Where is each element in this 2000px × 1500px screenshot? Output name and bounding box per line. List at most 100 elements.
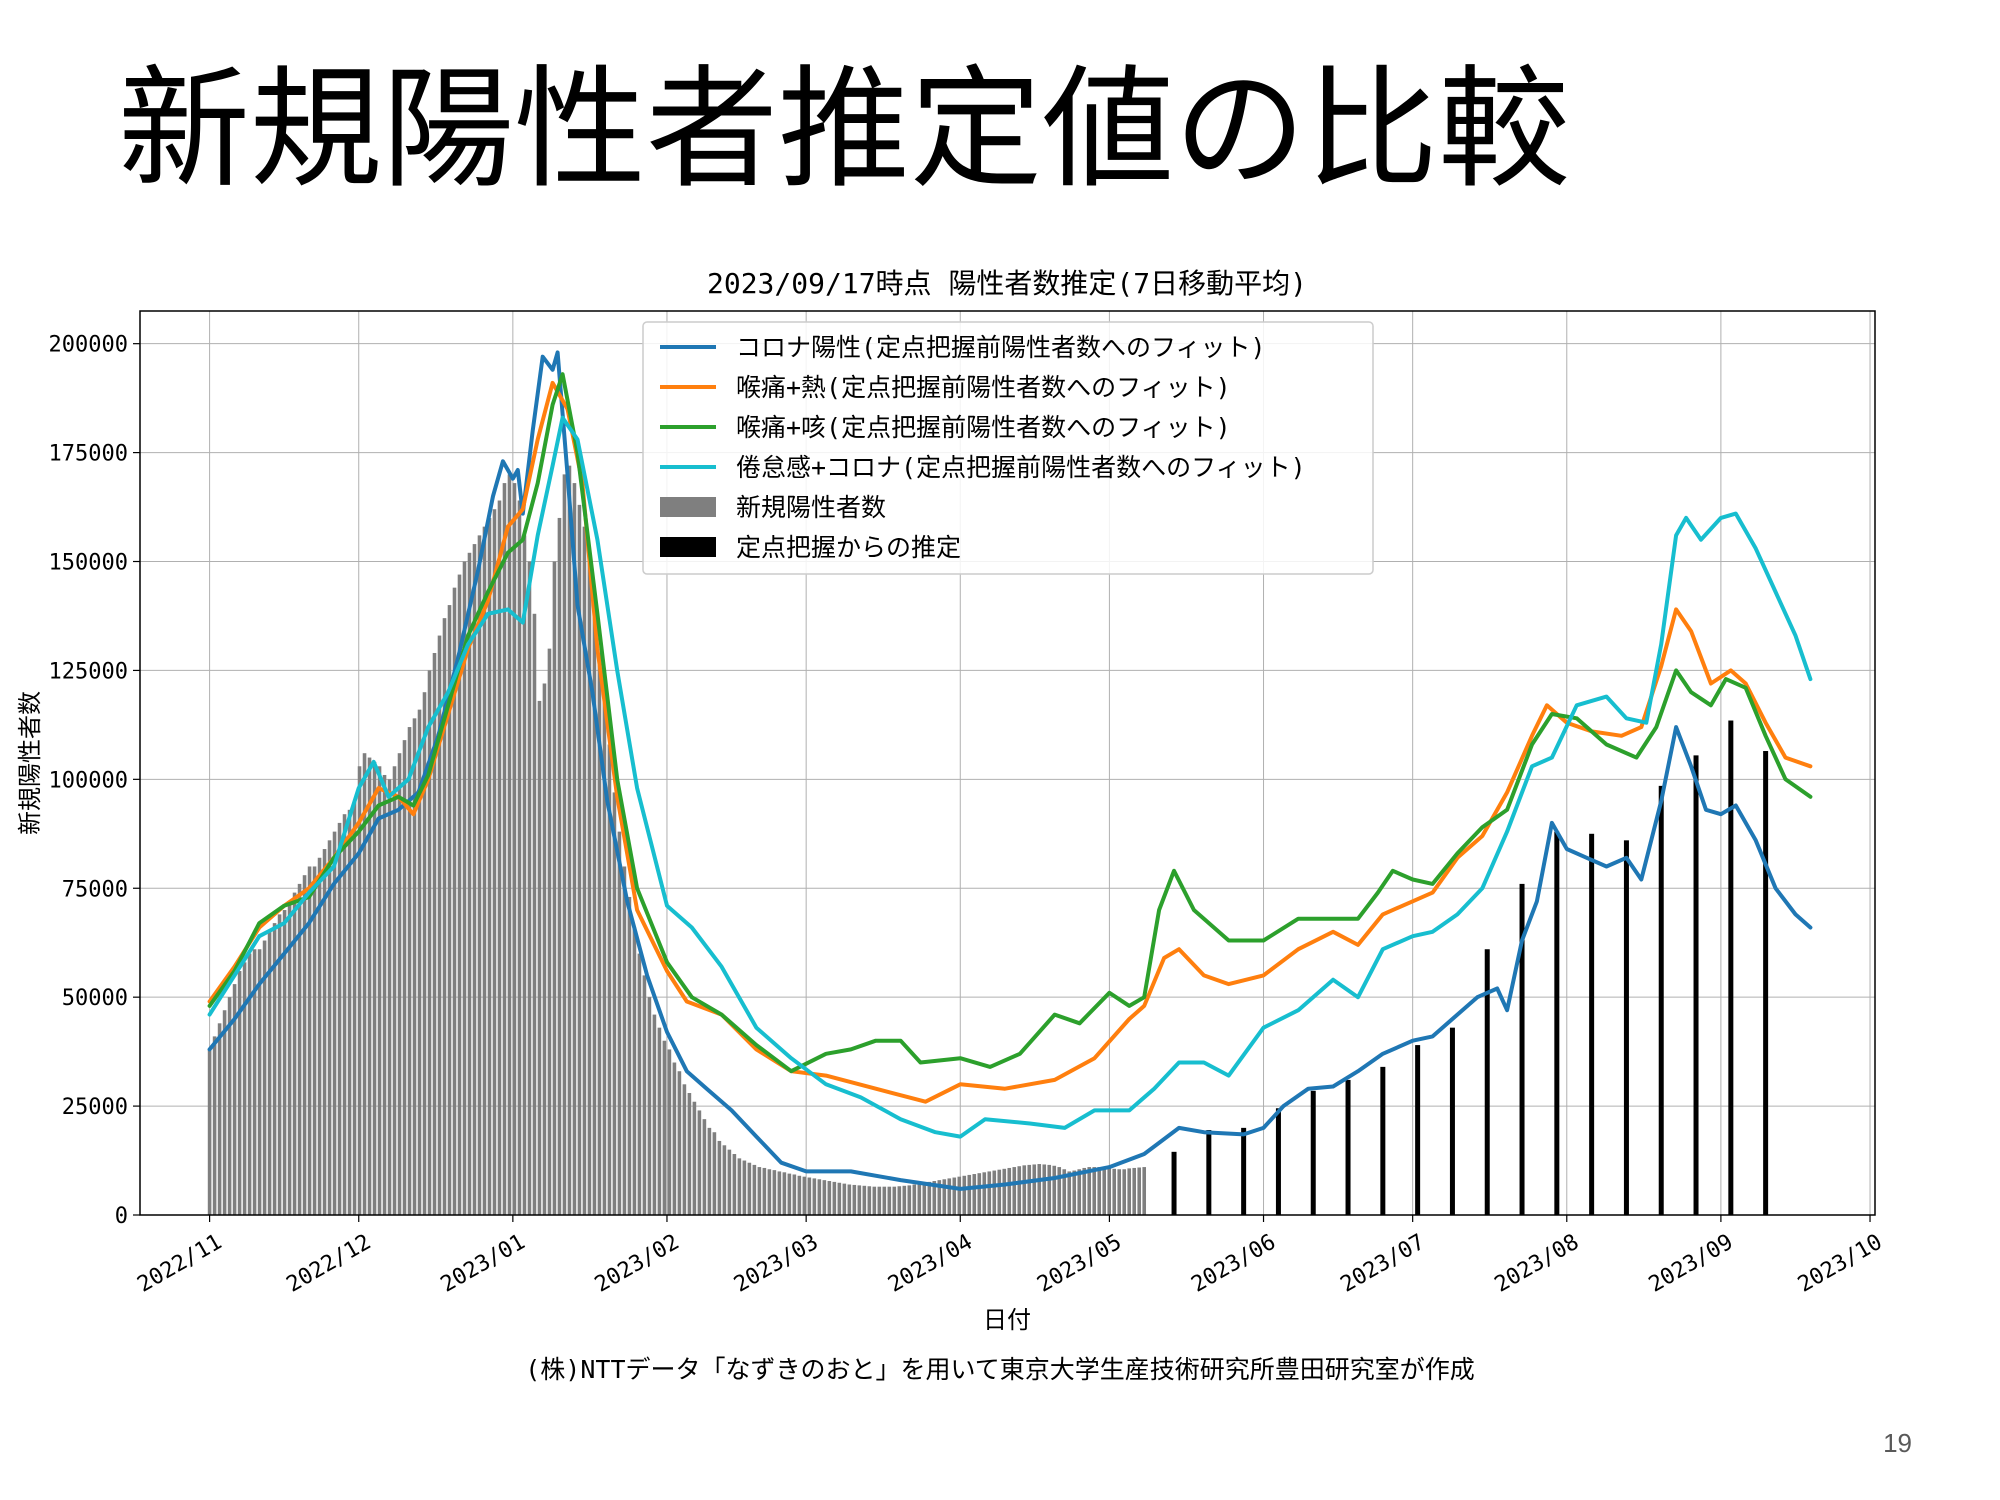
bar-new-positives	[262, 940, 267, 1215]
y-tick-label: 75000	[62, 877, 128, 902]
bar-new-positives	[662, 1040, 667, 1215]
bar-new-positives	[992, 1170, 997, 1215]
bar-new-positives	[722, 1145, 727, 1215]
bar-new-positives	[837, 1182, 842, 1215]
bar-sentinel-estimate	[1171, 1151, 1177, 1215]
x-tick-label: 2023/07	[1336, 1230, 1429, 1298]
bar-new-positives	[247, 953, 252, 1215]
bar-new-positives	[697, 1110, 702, 1215]
bar-new-positives	[907, 1185, 912, 1215]
bar-new-positives	[892, 1186, 897, 1215]
y-tick-label: 100000	[49, 768, 128, 793]
bar-new-positives	[777, 1171, 782, 1215]
bar-new-positives	[787, 1173, 792, 1215]
bar-new-positives	[277, 914, 282, 1215]
y-axis: 0 25000 50000 75000 100000 125000 150000 175000…	[49, 333, 140, 1229]
bar-new-positives	[922, 1182, 927, 1215]
bar-new-positives	[832, 1181, 837, 1215]
legend-entry: 定点把握からの推定	[736, 533, 961, 562]
bar-new-positives	[542, 683, 547, 1215]
bar-new-positives	[432, 652, 437, 1215]
bar-new-positives	[427, 670, 432, 1215]
bar-new-positives	[1132, 1167, 1137, 1215]
bar-new-positives	[592, 605, 597, 1215]
bar-new-positives	[422, 692, 427, 1215]
bar-new-positives	[377, 766, 382, 1215]
bar-new-positives	[932, 1181, 937, 1215]
bar-new-positives	[987, 1171, 992, 1215]
y-tick-label: 25000	[62, 1095, 128, 1120]
bar-new-positives	[527, 561, 532, 1215]
x-axis-label: 日付	[983, 1306, 1031, 1334]
bar-new-positives	[537, 700, 542, 1215]
legend: コロナ陽性(定点把握前陽性者数へのフィット) 喉痛+熱(定点把握前陽性者数へのフィ…	[642, 321, 1374, 575]
bar-new-positives	[1022, 1165, 1027, 1215]
bar-new-positives	[212, 1036, 217, 1215]
bar-new-positives	[1012, 1167, 1017, 1215]
bar-new-positives	[477, 535, 482, 1215]
bar-new-positives	[307, 866, 312, 1215]
bar-new-positives	[447, 605, 452, 1215]
bar-new-positives	[947, 1178, 952, 1215]
bar-new-positives	[847, 1184, 852, 1215]
x-tick-label: 2023/01	[437, 1230, 530, 1298]
bar-new-positives	[1137, 1167, 1142, 1215]
bar-new-positives	[572, 483, 577, 1215]
bar-new-positives	[337, 822, 342, 1215]
bar-new-positives	[312, 866, 317, 1215]
bar-new-positives	[227, 997, 232, 1215]
bar-new-positives	[767, 1169, 772, 1215]
bar-new-positives	[622, 866, 627, 1215]
bar-new-positives	[567, 465, 572, 1215]
bar-new-positives	[357, 766, 362, 1215]
bar-new-positives	[857, 1185, 862, 1215]
bar-new-positives	[872, 1186, 877, 1215]
bar-new-positives	[1042, 1164, 1047, 1215]
bar-new-positives	[727, 1149, 732, 1215]
bar-new-positives	[1067, 1171, 1072, 1215]
bar-new-positives	[1047, 1164, 1052, 1215]
bar-new-positives	[712, 1132, 717, 1215]
bar-new-positives	[237, 971, 242, 1215]
bar-new-positives	[902, 1185, 907, 1215]
legend-entry: 喉痛+咳(定点把握前陽性者数へのフィット)	[736, 413, 1231, 442]
bar-sentinel-estimate	[1380, 1066, 1386, 1215]
bar-new-positives	[557, 517, 562, 1215]
bar-new-positives	[1102, 1167, 1107, 1215]
bar-new-positives	[652, 1014, 657, 1215]
bar-new-positives	[392, 766, 397, 1215]
legend-swatch	[660, 537, 716, 557]
bar-new-positives	[862, 1185, 867, 1215]
bar-new-positives	[617, 831, 622, 1215]
bar-new-positives	[522, 535, 527, 1215]
legend-entry: コロナ陽性(定点把握前陽性者数へのフィット)	[736, 333, 1266, 362]
bar-new-positives	[272, 923, 277, 1215]
x-tick-label: 2023/06	[1187, 1230, 1280, 1298]
bar-new-positives	[362, 753, 367, 1215]
bar-marks	[207, 465, 1769, 1215]
bar-new-positives	[497, 500, 502, 1215]
bar-new-positives	[942, 1179, 947, 1215]
bar-new-positives	[602, 700, 607, 1215]
x-axis: 2022/11 2022/12 2023/01 2023/02 2023/03 2023/…	[133, 1215, 1887, 1298]
y-tick-label: 50000	[62, 986, 128, 1011]
bar-new-positives	[597, 652, 602, 1215]
bar-new-positives	[417, 709, 422, 1215]
bar-sentinel-estimate	[1449, 1027, 1455, 1215]
bar-sentinel-estimate	[1554, 831, 1560, 1215]
bar-new-positives	[1122, 1169, 1127, 1215]
bar-sentinel-estimate	[1415, 1045, 1421, 1215]
bar-new-positives	[507, 474, 512, 1215]
legend-entry: 新規陽性者数	[736, 493, 886, 522]
bar-new-positives	[812, 1178, 817, 1215]
bar-new-positives	[1087, 1167, 1092, 1215]
bar-new-positives	[342, 814, 347, 1215]
line-series-1	[207, 350, 1813, 1191]
page-number: 19	[1883, 1428, 1912, 1458]
bar-new-positives	[967, 1174, 972, 1215]
bar-new-positives	[672, 1062, 677, 1215]
bar-sentinel-estimate	[1310, 1090, 1316, 1215]
x-tick-label: 2022/11	[133, 1230, 226, 1298]
y-axis-label: 新規陽性者数	[16, 691, 44, 835]
bar-new-positives	[1117, 1169, 1122, 1215]
